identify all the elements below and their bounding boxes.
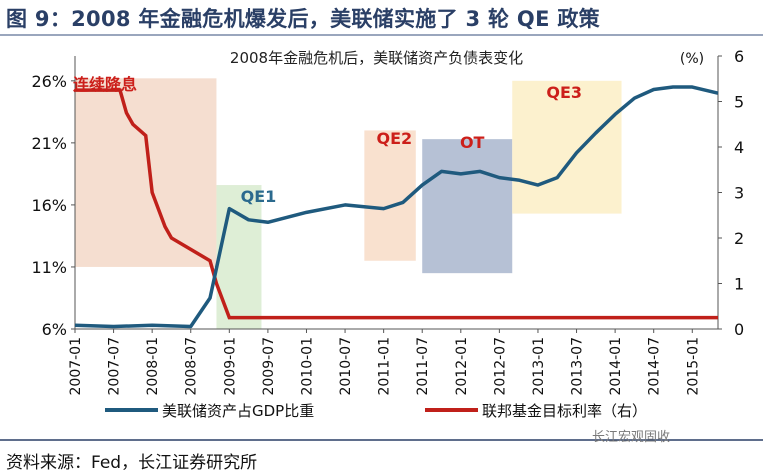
- annotation-box-rate-cuts: [75, 78, 217, 267]
- x-tick-label: 2010-07: [338, 337, 354, 396]
- fed-assets-gdp-line: [74, 85, 719, 329]
- watermark-text: 长江宏观固收: [592, 430, 671, 445]
- legend-label-fed-assets: 美联储资产占GDP比重: [162, 402, 314, 420]
- x-tick-label: 2009-01: [222, 337, 238, 396]
- x-tick-label: 2007-01: [68, 337, 84, 396]
- x-tick-label: 2012-01: [454, 337, 470, 396]
- left-tick-label: 11%: [31, 258, 67, 277]
- legend-label-fed-funds: 联邦基金目标利率（右）: [482, 402, 647, 420]
- annotation-box-qe1: [216, 185, 262, 329]
- x-tick-label: 2013-07: [570, 337, 586, 396]
- right-tick-label: 3: [734, 184, 744, 203]
- annotation-label-rate-cuts: 连续降息: [73, 75, 137, 94]
- title-divider: [0, 34, 763, 36]
- annotation-label-qe3: QE3: [546, 83, 582, 102]
- x-tick-label: 2014-01: [608, 337, 624, 396]
- x-tick-label: 2011-07: [415, 337, 431, 396]
- chart-title: 2008年金融危机后，美联储资产负债表变化: [230, 49, 523, 67]
- left-tick-label: 21%: [31, 134, 67, 153]
- right-tick-label: 2: [734, 229, 744, 248]
- x-tick-label: 2014-07: [647, 337, 663, 396]
- x-tick-label: 2007-07: [107, 337, 123, 396]
- annotation-box-ot: [422, 139, 513, 274]
- annotation-label-qe2: QE2: [377, 129, 413, 148]
- x-tick-label: 2011-01: [377, 337, 393, 396]
- right-tick-label: 6: [734, 47, 744, 66]
- x-tick-label: 2015-01: [685, 337, 701, 396]
- left-tick-label: 16%: [31, 196, 67, 215]
- right-axis-unit: (%): [680, 51, 704, 67]
- right-tick-label: 1: [734, 275, 744, 294]
- right-tick-label: 4: [734, 138, 744, 157]
- x-tick-label: 2008-01: [145, 337, 161, 396]
- annotation-box-qe3: [512, 80, 622, 214]
- left-tick-label: 26%: [31, 72, 67, 91]
- right-tick-label: 0: [734, 320, 744, 339]
- balance-sheet-chart: 2008年金融危机后，美联储资产负债表变化 6% 11% 16% 21% 26% 0 1 2 3 4…: [0, 47, 763, 441]
- left-tick-label: 6%: [42, 320, 67, 339]
- figure-title: 图 9：2008 年金融危机爆发后，美联储实施了 3 轮 QE 政策: [6, 7, 600, 31]
- annotation-box-qe2: [364, 130, 416, 261]
- right-tick-label: 5: [734, 93, 744, 112]
- fed-funds-rate-line: [75, 88, 718, 320]
- x-tick-label: 2013-01: [531, 337, 547, 396]
- x-tick-label: 2010-01: [299, 337, 315, 396]
- x-tick-label: 2008-07: [184, 337, 200, 396]
- annotation-label-ot: OT: [460, 133, 485, 152]
- x-tick-label: 2012-07: [492, 337, 508, 396]
- x-tick-label: 2009-07: [261, 337, 277, 396]
- source-note: 资料来源：Fed，长江证券研究所: [6, 453, 258, 473]
- annotation-label-qe1: QE1: [241, 187, 277, 206]
